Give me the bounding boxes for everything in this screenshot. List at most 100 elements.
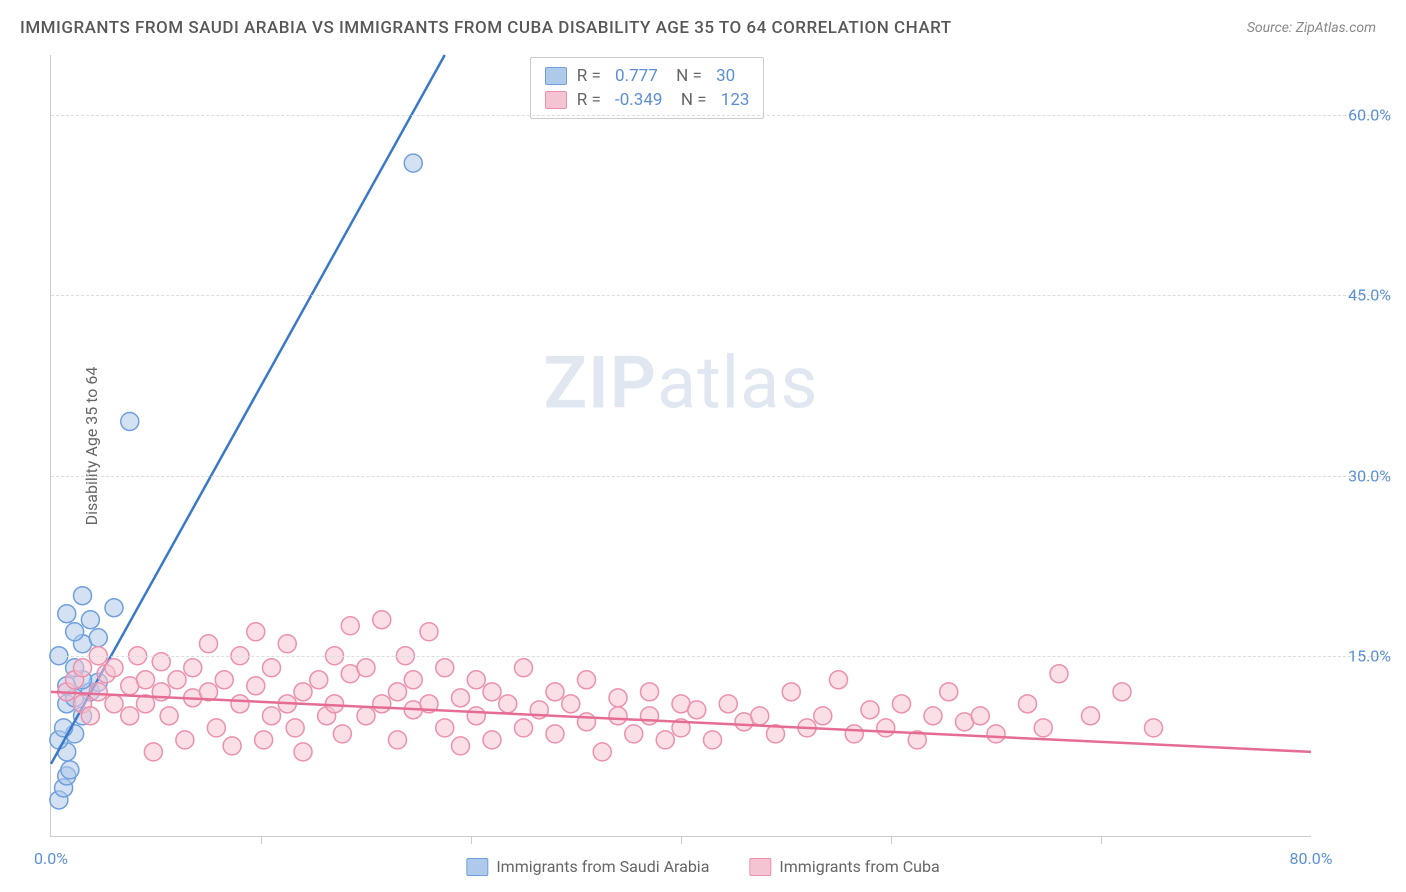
series-legend: Immigrants from Saudi Arabia Immigrants f… xyxy=(466,857,939,876)
data-point xyxy=(207,719,225,737)
legend-row: R = 0.777 N = 30 xyxy=(545,64,750,88)
data-point xyxy=(656,731,674,749)
data-point xyxy=(89,629,107,647)
data-point xyxy=(404,154,422,172)
data-point xyxy=(499,695,517,713)
data-point xyxy=(814,707,832,725)
data-point xyxy=(81,611,99,629)
series-legend-label: Immigrants from Cuba xyxy=(779,857,939,876)
data-point xyxy=(593,743,611,761)
data-point xyxy=(562,695,580,713)
data-point xyxy=(144,743,162,761)
data-point xyxy=(609,689,627,707)
data-point xyxy=(940,683,958,701)
x-tick xyxy=(681,836,682,844)
data-point xyxy=(263,707,281,725)
legend-n-label: N = xyxy=(672,90,710,110)
source-attribution: Source: ZipAtlas.com xyxy=(1247,20,1376,36)
data-point xyxy=(546,683,564,701)
plot-area: ZIPatlas R = 0.777 N = 30R = -0.349 N = … xyxy=(50,55,1311,837)
data-point xyxy=(436,719,454,737)
gridline xyxy=(51,295,1391,296)
data-point xyxy=(200,635,218,653)
data-point xyxy=(247,623,265,641)
data-point xyxy=(704,731,722,749)
x-tick xyxy=(1101,836,1102,844)
correlation-legend: R = 0.777 N = 30R = -0.349 N = 123 xyxy=(530,57,765,119)
data-point xyxy=(467,671,485,689)
data-point xyxy=(373,695,391,713)
legend-swatch xyxy=(545,91,567,109)
data-point xyxy=(782,683,800,701)
data-point xyxy=(215,671,233,689)
y-tick-label: 45.0% xyxy=(1321,286,1391,305)
gridline xyxy=(51,656,1391,657)
x-tick xyxy=(261,836,262,844)
data-point xyxy=(389,731,407,749)
data-point xyxy=(74,659,92,677)
data-point xyxy=(1034,719,1052,737)
data-point xyxy=(333,725,351,743)
legend-r-value: -0.349 xyxy=(615,90,662,110)
legend-swatch xyxy=(749,858,771,876)
legend-n-value: 30 xyxy=(716,66,735,86)
data-point xyxy=(121,412,139,430)
data-point xyxy=(452,689,470,707)
data-point xyxy=(987,725,1005,743)
data-point xyxy=(924,707,942,725)
y-tick-label: 60.0% xyxy=(1321,106,1391,125)
data-point xyxy=(247,677,265,695)
data-point xyxy=(255,731,273,749)
data-point xyxy=(515,659,533,677)
data-point xyxy=(1050,665,1068,683)
data-point xyxy=(294,683,312,701)
gridline xyxy=(51,115,1391,116)
data-point xyxy=(294,743,312,761)
data-point xyxy=(436,659,454,677)
data-point xyxy=(121,707,139,725)
data-point xyxy=(546,725,564,743)
data-point xyxy=(609,707,627,725)
y-tick-label: 15.0% xyxy=(1321,646,1391,665)
data-point xyxy=(420,623,438,641)
data-point xyxy=(89,683,107,701)
x-tick xyxy=(891,836,892,844)
data-point xyxy=(389,683,407,701)
data-point xyxy=(61,761,79,779)
data-point xyxy=(357,707,375,725)
data-point xyxy=(1082,707,1100,725)
data-point xyxy=(105,695,123,713)
data-point xyxy=(751,707,769,725)
data-point xyxy=(578,713,596,731)
x-tick xyxy=(471,836,472,844)
data-point xyxy=(1019,695,1037,713)
legend-row: R = -0.349 N = 123 xyxy=(545,88,750,112)
data-point xyxy=(231,695,249,713)
data-point xyxy=(137,671,155,689)
data-point xyxy=(278,635,296,653)
data-point xyxy=(877,719,895,737)
scatter-plot-svg xyxy=(51,55,1311,836)
data-point xyxy=(81,707,99,725)
series-legend-item: Immigrants from Saudi Arabia xyxy=(466,857,709,876)
data-point xyxy=(176,731,194,749)
data-point xyxy=(578,671,596,689)
data-point xyxy=(105,659,123,677)
legend-swatch xyxy=(466,858,488,876)
data-point xyxy=(105,599,123,617)
data-point xyxy=(467,707,485,725)
data-point xyxy=(861,701,879,719)
data-point xyxy=(719,695,737,713)
x-tick-label: 80.0% xyxy=(1290,849,1333,868)
data-point xyxy=(263,659,281,677)
data-point xyxy=(168,671,186,689)
legend-swatch xyxy=(545,67,567,85)
data-point xyxy=(845,725,863,743)
series-legend-label: Immigrants from Saudi Arabia xyxy=(496,857,709,876)
data-point xyxy=(483,731,501,749)
data-point xyxy=(404,671,422,689)
data-point xyxy=(1113,683,1131,701)
data-point xyxy=(688,701,706,719)
data-point xyxy=(830,671,848,689)
data-point xyxy=(66,623,84,641)
